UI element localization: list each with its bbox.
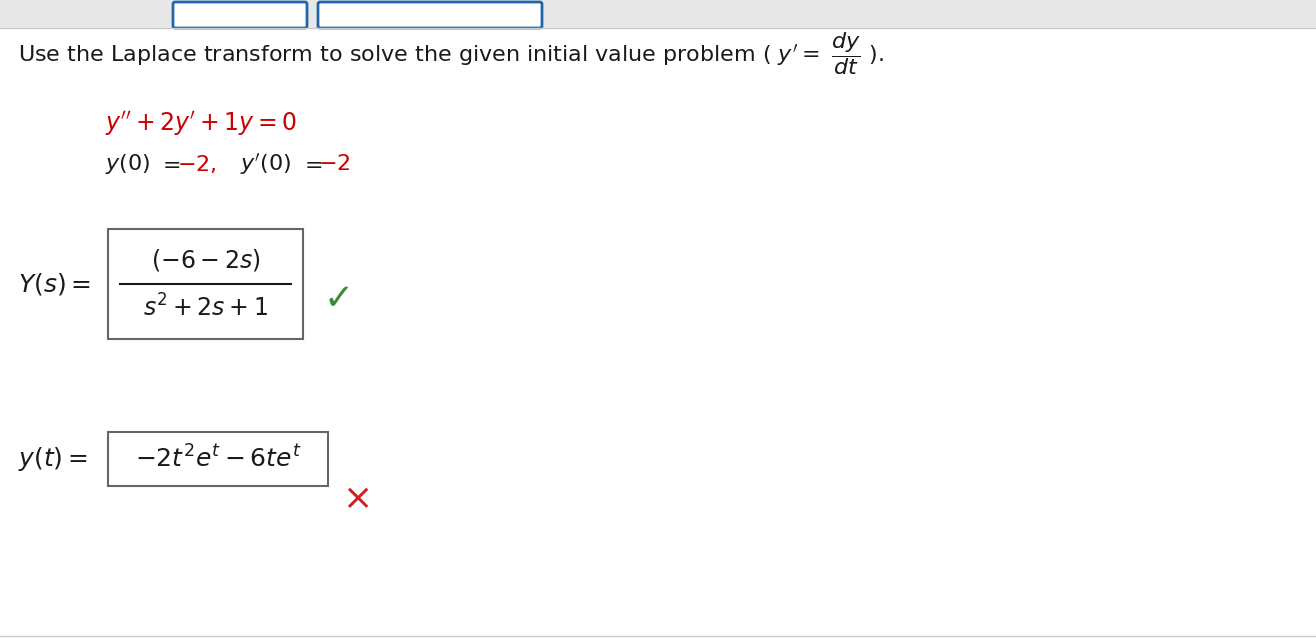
FancyBboxPatch shape: [318, 2, 542, 28]
Text: $s^2 + 2s + 1$: $s^2 + 2s + 1$: [143, 294, 268, 322]
Text: $(-6-2s)$: $(-6-2s)$: [151, 247, 261, 273]
Text: $-2$: $-2$: [318, 154, 350, 174]
Text: $\times$: $\times$: [342, 481, 370, 515]
Text: $y'(0)$: $y'(0)$: [240, 151, 291, 176]
FancyBboxPatch shape: [172, 2, 307, 28]
FancyBboxPatch shape: [108, 229, 303, 339]
Text: $-2t^2e^t - 6te^t$: $-2t^2e^t - 6te^t$: [134, 446, 301, 473]
Text: $-2,$: $-2,$: [176, 153, 217, 175]
Text: $Y(s) =$: $Y(s) =$: [18, 271, 91, 297]
Bar: [0, 0, 1316, 28]
Text: Use the Laplace transform to solve the given initial value problem ( $y' =$ $\df: Use the Laplace transform to solve the g…: [18, 30, 884, 77]
FancyBboxPatch shape: [108, 432, 328, 486]
Text: $y(t) =$: $y(t) =$: [18, 445, 88, 473]
Text: $=$: $=$: [300, 154, 322, 174]
Text: $y'' + 2y' + 1y=0$: $y'' + 2y' + 1y=0$: [105, 109, 297, 138]
Text: $\checkmark$: $\checkmark$: [322, 280, 349, 314]
Text: $y(0)$: $y(0)$: [105, 152, 150, 176]
Text: $=$: $=$: [158, 154, 180, 174]
